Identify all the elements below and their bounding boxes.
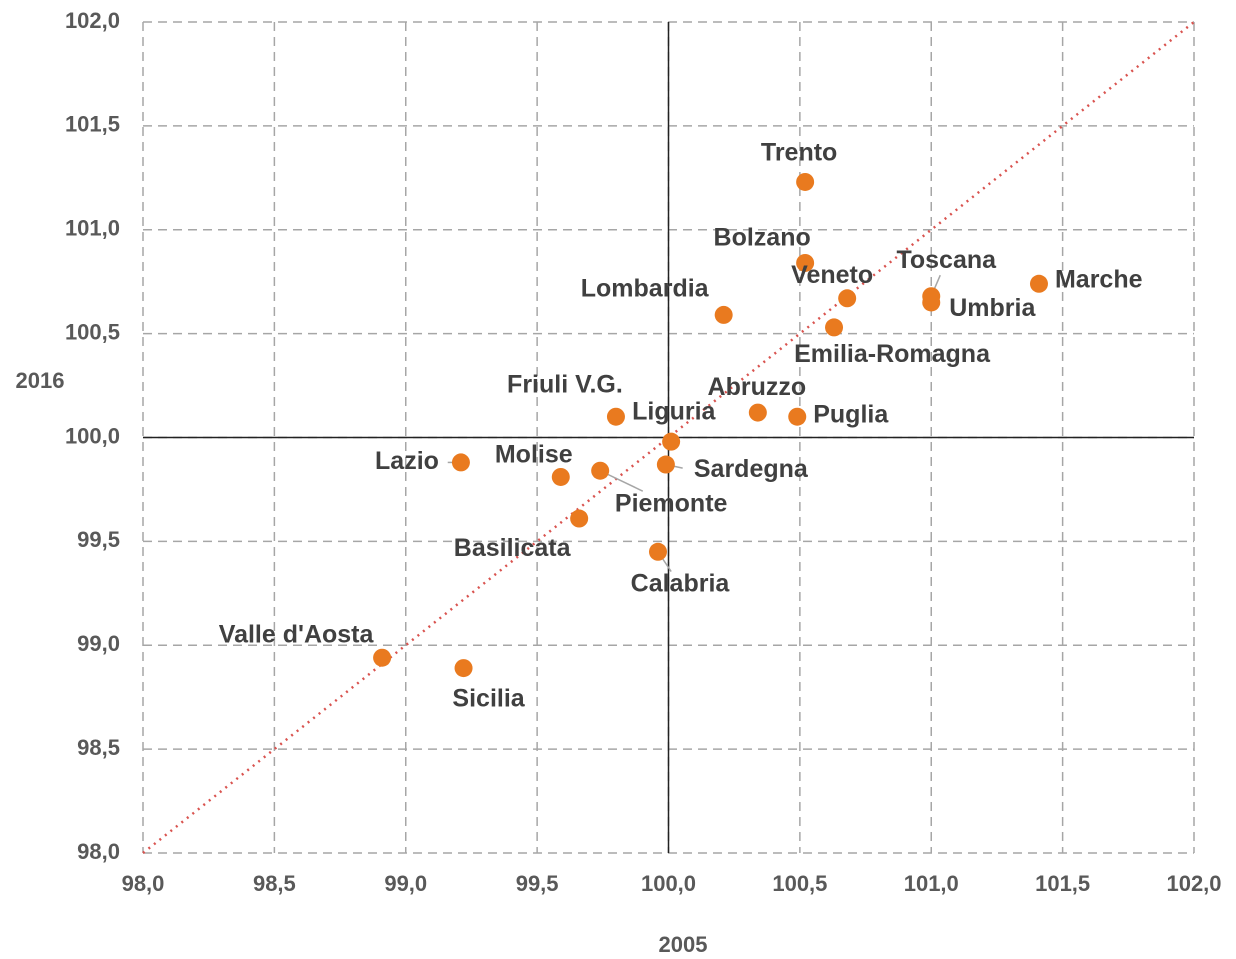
x-axis-label: 2005	[659, 932, 708, 957]
x-tick-label: 100,0	[641, 871, 696, 896]
y-axis-label: 2016	[16, 368, 65, 393]
data-label: Liguria	[632, 397, 716, 425]
data-point	[838, 289, 857, 308]
data-label: Sardegna	[694, 455, 809, 483]
data-label: Basilicata	[454, 534, 572, 562]
y-tick-label: 98,5	[77, 735, 120, 760]
data-point	[656, 455, 675, 474]
x-tick-label: 100,5	[772, 871, 827, 896]
data-point	[922, 293, 941, 312]
x-tick-label: 98,5	[253, 871, 296, 896]
data-label: Umbria	[949, 294, 1036, 322]
data-point	[591, 461, 610, 480]
data-label: Veneto	[791, 261, 873, 289]
data-point	[606, 407, 625, 426]
data-point	[825, 318, 844, 337]
data-label: Abruzzo	[708, 373, 807, 401]
data-point	[714, 305, 733, 324]
y-tick-label: 102,0	[65, 8, 120, 33]
data-label: Puglia	[813, 400, 889, 428]
data-label: Emilia-Romagna	[794, 340, 991, 368]
data-label: Piemonte	[615, 489, 728, 517]
data-label: Calabria	[631, 569, 731, 597]
data-point	[451, 453, 470, 472]
x-tick-label: 98,0	[122, 871, 165, 896]
data-label: Trento	[761, 139, 837, 167]
data-label: Lombardia	[581, 275, 710, 303]
data-point	[454, 659, 473, 678]
data-point	[796, 253, 815, 272]
y-tick-label: 100,5	[65, 319, 120, 344]
data-point	[1029, 274, 1048, 293]
y-tick-label: 98,0	[77, 839, 120, 864]
data-point	[796, 172, 815, 191]
x-tick-label: 101,0	[904, 871, 959, 896]
data-point	[551, 467, 570, 486]
data-label: Lazio	[375, 447, 439, 475]
data-label: Toscana	[896, 246, 997, 274]
y-tick-label: 101,5	[65, 112, 120, 137]
data-point	[373, 648, 392, 667]
data-label: Friuli V.G.	[507, 370, 623, 398]
data-label: Sicilia	[452, 685, 525, 713]
data-label: Valle d'Aosta	[219, 620, 375, 648]
data-point	[570, 509, 589, 528]
data-point	[788, 407, 807, 426]
x-tick-label: 102,0	[1166, 871, 1221, 896]
y-tick-label: 99,0	[77, 631, 120, 656]
y-tick-label: 100,0	[65, 423, 120, 448]
y-tick-label: 99,5	[77, 527, 120, 552]
data-point	[648, 542, 667, 561]
x-tick-label: 99,5	[516, 871, 559, 896]
data-point	[662, 432, 681, 451]
x-tick-label: 101,5	[1035, 871, 1090, 896]
data-label: Marche	[1055, 265, 1143, 293]
data-label: Bolzano	[714, 224, 811, 252]
x-tick-label: 99,0	[384, 871, 427, 896]
y-tick-label: 101,0	[65, 216, 120, 241]
data-point	[748, 403, 767, 422]
data-label: Molise	[495, 441, 573, 469]
